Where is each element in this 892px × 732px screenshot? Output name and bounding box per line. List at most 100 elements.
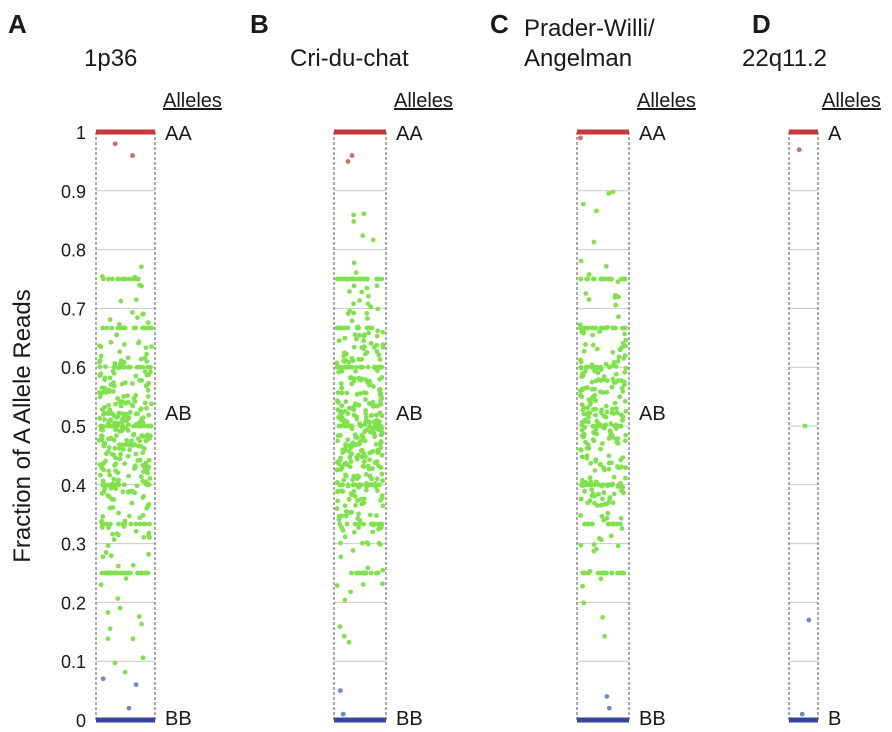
ab-point <box>350 477 355 483</box>
ab-point <box>106 445 112 450</box>
ab-point <box>367 450 373 456</box>
ab-point <box>370 237 376 243</box>
ab-point <box>363 411 369 416</box>
ab-point <box>139 621 144 627</box>
ab-point <box>364 310 370 316</box>
ab-point <box>379 493 385 499</box>
ab-point <box>602 423 608 429</box>
ab-point <box>149 344 154 350</box>
ab-point <box>345 437 351 443</box>
ab-point <box>348 459 354 464</box>
top-point <box>796 147 802 153</box>
ab-point <box>129 309 135 315</box>
ab-point <box>106 402 111 408</box>
ab-point <box>609 276 614 282</box>
ab-point <box>113 401 119 407</box>
ab-point <box>352 276 358 282</box>
bottom-point <box>799 711 805 717</box>
ab-point <box>98 344 104 350</box>
ab-point <box>586 521 592 527</box>
ab-point <box>590 325 596 331</box>
ab-point <box>140 478 146 484</box>
ab-point <box>356 521 362 527</box>
ab-point <box>115 570 121 576</box>
ab-point <box>360 233 366 239</box>
ab-point <box>349 355 355 361</box>
ab-point <box>592 386 598 392</box>
ab-point <box>358 423 363 429</box>
ab-point <box>352 482 358 488</box>
ab-point <box>367 457 372 463</box>
ab-point <box>336 338 342 344</box>
ab-point <box>121 359 127 365</box>
ab-point <box>334 583 340 588</box>
allele-label-bottom: BB <box>639 708 666 730</box>
ab-point <box>609 521 615 527</box>
ab-point <box>614 410 620 416</box>
ab-point <box>147 535 152 540</box>
mid-point <box>802 423 808 429</box>
ab-point <box>620 389 626 394</box>
ab-point <box>614 464 620 469</box>
ab-point <box>622 398 628 404</box>
y-tick-label: 0.2 <box>61 593 86 613</box>
ab-point <box>593 457 599 462</box>
ab-point <box>604 570 609 576</box>
bottom-point <box>337 688 343 693</box>
ab-point <box>378 521 383 527</box>
ab-point <box>609 410 615 416</box>
ab-point <box>116 521 121 527</box>
ab-point <box>363 420 368 426</box>
ab-point <box>339 385 345 391</box>
ab-point <box>146 372 152 377</box>
ab-point <box>622 331 628 337</box>
ab-point <box>146 530 152 536</box>
ab-point <box>366 401 372 406</box>
ab-point <box>339 513 345 519</box>
ab-point <box>141 311 146 317</box>
ab-point <box>377 386 383 392</box>
ab-point <box>620 340 626 346</box>
ab-point <box>356 325 361 331</box>
ab-point <box>127 364 133 370</box>
ab-point <box>344 364 349 370</box>
ab-point <box>133 528 139 534</box>
ab-point <box>603 403 609 409</box>
ab-point <box>341 477 347 483</box>
ab-point <box>603 263 609 269</box>
ab-point <box>345 311 351 317</box>
ab-point <box>581 600 587 606</box>
ab-point <box>599 513 605 519</box>
ab-point <box>361 521 367 527</box>
ab-point <box>139 433 145 438</box>
panel-title: 1p36 <box>84 45 137 72</box>
ab-point <box>112 463 118 468</box>
ab-point <box>108 553 114 559</box>
ab-point <box>142 570 148 576</box>
ab-point <box>378 439 384 444</box>
ab-point <box>356 452 361 458</box>
ab-point <box>351 404 357 410</box>
ab-point <box>353 502 358 508</box>
ab-point <box>580 201 586 207</box>
ab-point <box>578 513 583 518</box>
ab-point <box>591 542 597 547</box>
ab-point <box>374 476 380 482</box>
ab-point <box>359 289 365 295</box>
y-tick-label: 0.6 <box>61 358 86 378</box>
ab-point <box>602 633 607 639</box>
ab-point <box>107 626 113 632</box>
ab-point <box>114 531 120 537</box>
ab-point <box>123 576 129 581</box>
ab-point <box>337 432 343 438</box>
ab-point <box>593 546 599 552</box>
ab-point <box>593 412 598 418</box>
ab-point <box>351 344 357 350</box>
ab-point <box>597 329 602 334</box>
ab-point <box>589 379 595 385</box>
ab-point <box>617 394 623 400</box>
ab-point <box>140 462 146 468</box>
ab-point <box>605 483 610 489</box>
ab-point <box>623 465 628 470</box>
